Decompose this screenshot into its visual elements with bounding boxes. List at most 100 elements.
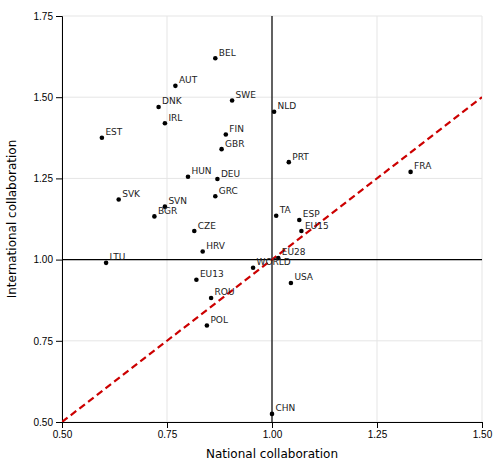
- tick: 1.25: [34, 173, 62, 184]
- point-label: EU15: [305, 221, 329, 231]
- point-label: NLD: [278, 101, 297, 111]
- point-label: WORLD: [257, 257, 291, 267]
- tick-mark: [56, 178, 62, 179]
- y-axis: 0.50 0.75 1.00 1.25 1.50 1.75: [34, 11, 63, 428]
- y-axis-title: International collaboration: [5, 140, 19, 299]
- point-label: PRT: [292, 152, 309, 162]
- point: [215, 177, 220, 182]
- tick-label: 0.50: [53, 429, 73, 440]
- tick: 1.00: [34, 254, 62, 265]
- tick-label: 1.50: [34, 92, 54, 103]
- point: [186, 174, 191, 179]
- tick: 1.50: [34, 92, 62, 103]
- point-label: SWE: [236, 90, 257, 100]
- tick: 1.75: [34, 11, 62, 22]
- tick-label: 1.25: [368, 429, 388, 440]
- point-label: DEU: [221, 169, 240, 179]
- tick-label: 1.75: [34, 11, 54, 22]
- point-label: CHN: [276, 403, 296, 413]
- tick-mark: [272, 422, 273, 428]
- grid-line: [167, 16, 168, 422]
- tick: 0.50: [34, 417, 62, 428]
- point-label: USA: [294, 272, 313, 282]
- grid-line: [377, 16, 378, 422]
- point: [289, 281, 294, 286]
- tick-mark: [167, 422, 168, 428]
- tick: 1.00: [263, 422, 283, 440]
- tick-mark: [56, 97, 62, 98]
- point-label: ESP: [303, 209, 320, 219]
- axis-line: [63, 423, 483, 429]
- point: [192, 229, 197, 234]
- point: [230, 98, 235, 103]
- grid: [62, 16, 482, 422]
- tick: 0.75: [34, 336, 62, 347]
- point-label: GBR: [225, 139, 244, 149]
- point: [104, 261, 109, 266]
- tick-mark: [56, 422, 62, 423]
- diagonal-line: [62, 97, 482, 422]
- point: [209, 296, 214, 301]
- point: [270, 412, 275, 417]
- point: [299, 229, 304, 234]
- x-axis-title: National collaboration: [206, 447, 338, 461]
- tick-mark: [56, 260, 62, 261]
- point: [219, 147, 224, 152]
- tick-mark: [482, 422, 483, 428]
- point: [152, 214, 157, 219]
- tick-label: 0.50: [34, 417, 54, 428]
- point-label: SVN: [168, 196, 187, 206]
- point-label: LTU: [110, 252, 126, 262]
- grid-line: [482, 16, 483, 422]
- tick-label: 1.00: [263, 429, 283, 440]
- point: [287, 160, 292, 165]
- point: [213, 194, 218, 199]
- tick-label: 1.25: [34, 173, 54, 184]
- point-label: BEL: [219, 48, 236, 58]
- tick-label: 0.75: [34, 336, 54, 347]
- point: [408, 170, 413, 175]
- tick-label: 1.00: [34, 254, 54, 265]
- point-label: ROU: [215, 287, 235, 297]
- point: [173, 84, 178, 89]
- reference-line: [271, 16, 272, 422]
- point-label: BGR: [158, 206, 177, 216]
- point: [272, 110, 277, 115]
- point: [251, 265, 256, 270]
- point-label: TA: [279, 205, 292, 215]
- point-label: HRV: [206, 241, 226, 251]
- point: [297, 218, 302, 223]
- point: [274, 213, 279, 218]
- point: [100, 136, 105, 141]
- tick: 1.25: [368, 422, 388, 440]
- x-axis: 0.50 0.75 1.00 1.25 1.50: [53, 422, 493, 440]
- point-label: HUN: [192, 166, 212, 176]
- point-label: GRC: [219, 186, 238, 196]
- point-label: FRA: [414, 161, 432, 171]
- tick: 0.50: [53, 422, 73, 440]
- grid-line: [272, 16, 273, 422]
- point: [156, 105, 161, 110]
- point-label: IRL: [168, 113, 182, 123]
- point-label: SVK: [122, 189, 141, 199]
- point: [163, 121, 168, 126]
- marks: [62, 16, 482, 422]
- tick-label: 1.50: [473, 429, 493, 440]
- point-label: AUT: [179, 75, 198, 85]
- point-label: EST: [105, 127, 122, 137]
- tick: 1.50: [473, 422, 493, 440]
- tick: 0.75: [158, 422, 178, 440]
- tick-mark: [56, 341, 62, 342]
- point-label: POL: [210, 315, 228, 325]
- tick-mark: [377, 422, 378, 428]
- point-label: EU28: [282, 247, 306, 257]
- point-label: CZE: [198, 221, 216, 231]
- point-label: FIN: [229, 124, 244, 134]
- tick-label: 0.75: [158, 429, 178, 440]
- point: [116, 197, 121, 202]
- tick-mark: [56, 16, 62, 17]
- point-label: DNK: [162, 96, 183, 106]
- point-labels: BEL AUT DNK SWE IRL NLD EST FIN GBR PRT HUN DEU GRC F…: [105, 48, 432, 414]
- plot: 0.50 0.75 1.00 1.25 1.50 0.50 0.75 1.00 1.25 1.50…: [34, 11, 493, 440]
- point: [194, 277, 199, 282]
